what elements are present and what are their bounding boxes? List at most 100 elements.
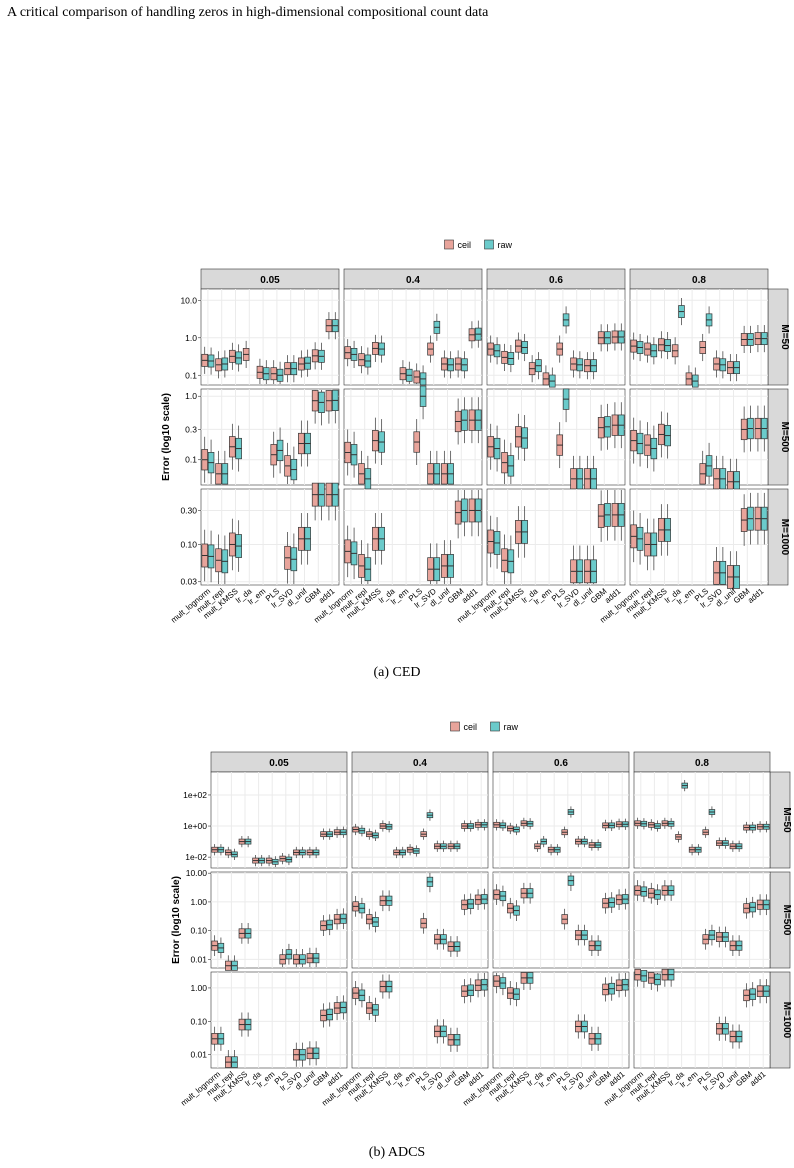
box-raw bbox=[493, 425, 501, 472]
box-raw bbox=[304, 513, 311, 565]
box-raw bbox=[622, 888, 629, 910]
box-ceil bbox=[556, 422, 563, 469]
box-raw bbox=[667, 880, 675, 901]
box-ceil bbox=[547, 844, 555, 856]
box-ceil bbox=[661, 817, 669, 829]
box-raw bbox=[604, 324, 611, 352]
box-raw bbox=[513, 823, 520, 836]
column-strip-label: 0.4 bbox=[413, 758, 427, 769]
box-ceil bbox=[528, 355, 536, 383]
box-ceil bbox=[238, 1012, 246, 1037]
box-raw bbox=[695, 844, 702, 856]
box-raw bbox=[312, 846, 320, 859]
box-ceil bbox=[366, 908, 373, 930]
box-raw bbox=[299, 846, 306, 859]
box-ceil bbox=[520, 817, 528, 829]
box-ceil bbox=[293, 948, 300, 967]
box-raw bbox=[499, 819, 507, 832]
box-ceil bbox=[284, 355, 291, 383]
box-raw bbox=[433, 543, 441, 584]
box-raw bbox=[372, 997, 379, 1022]
box-ceil bbox=[615, 818, 623, 830]
box-ceil bbox=[393, 846, 400, 859]
box-raw bbox=[378, 335, 385, 363]
box-raw bbox=[581, 835, 588, 848]
box-raw bbox=[207, 530, 215, 583]
box-raw bbox=[705, 442, 713, 484]
box-raw bbox=[667, 818, 675, 830]
box-ceil bbox=[468, 321, 476, 349]
box-ceil bbox=[588, 839, 596, 851]
box-raw bbox=[481, 888, 488, 910]
box-raw bbox=[735, 1024, 743, 1049]
box-ceil bbox=[740, 406, 748, 453]
box-raw bbox=[290, 533, 298, 584]
facet-panel bbox=[343, 288, 483, 386]
box-raw bbox=[285, 853, 293, 866]
box-ceil bbox=[699, 450, 706, 485]
adcs-boxplot-grid: ceil raw 0.05 0.4 0.6 0.8 Error (log10 scale) M… bbox=[171, 721, 792, 1108]
box-ceil bbox=[474, 889, 482, 911]
box-ceil bbox=[675, 831, 682, 843]
legend: ceil raw bbox=[450, 721, 519, 732]
box-ceil bbox=[630, 417, 637, 464]
box-raw bbox=[535, 352, 542, 380]
box-ceil bbox=[501, 439, 508, 484]
box-raw bbox=[263, 360, 270, 384]
box-ceil bbox=[740, 325, 748, 354]
box-ceil bbox=[729, 935, 737, 957]
box-raw bbox=[364, 543, 372, 584]
box-ceil bbox=[493, 819, 500, 831]
box-raw bbox=[608, 976, 615, 1001]
box-raw bbox=[576, 351, 584, 379]
facet-panel bbox=[633, 871, 771, 969]
box-raw bbox=[340, 995, 347, 1020]
box-ceil bbox=[420, 912, 427, 934]
box-ceil bbox=[352, 823, 359, 836]
box-raw bbox=[664, 331, 671, 360]
box-ceil bbox=[713, 547, 720, 585]
box-ceil bbox=[265, 854, 273, 867]
box-ceil bbox=[293, 1042, 300, 1067]
box-ceil bbox=[584, 352, 591, 380]
caption-ced: (a) CED bbox=[373, 665, 421, 680]
box-raw bbox=[618, 323, 625, 351]
box-ceil bbox=[427, 543, 434, 584]
box-ceil bbox=[644, 518, 651, 571]
box-raw bbox=[326, 828, 333, 840]
box-raw bbox=[722, 926, 729, 948]
box-raw bbox=[722, 837, 729, 849]
box-ceil bbox=[447, 840, 455, 852]
y-tick-label: 1e+00 bbox=[183, 821, 207, 831]
box-raw bbox=[453, 840, 461, 852]
box-raw bbox=[493, 517, 501, 569]
box-ceil bbox=[493, 884, 500, 905]
facet-panel bbox=[200, 388, 340, 486]
box-raw bbox=[722, 1016, 729, 1041]
box-raw bbox=[581, 924, 588, 946]
box-ceil bbox=[238, 923, 246, 944]
box-raw bbox=[576, 545, 584, 584]
box-ceil bbox=[648, 819, 655, 831]
box-raw bbox=[413, 845, 420, 857]
ced-boxplot-grid: ceil raw 0.05 0.4 0.6 0.8 Error (log10 scale) M… bbox=[161, 239, 790, 625]
box-ceil bbox=[515, 413, 522, 460]
box-raw bbox=[235, 344, 242, 372]
box-ceil bbox=[661, 968, 669, 987]
box-raw bbox=[358, 897, 366, 919]
box-ceil bbox=[284, 442, 291, 484]
box-ceil bbox=[215, 534, 222, 584]
box-ceil bbox=[413, 363, 420, 384]
panel-background bbox=[492, 771, 630, 869]
box-raw bbox=[290, 355, 298, 383]
box-raw bbox=[507, 344, 515, 373]
facet-panel bbox=[200, 482, 340, 586]
box-raw bbox=[499, 885, 507, 907]
box-raw bbox=[467, 978, 474, 1003]
box-raw bbox=[636, 333, 644, 362]
box-ceil bbox=[542, 365, 550, 386]
box-raw bbox=[326, 1002, 333, 1027]
box-ceil bbox=[311, 342, 319, 370]
box-raw bbox=[581, 1014, 588, 1039]
box-raw bbox=[640, 970, 648, 988]
